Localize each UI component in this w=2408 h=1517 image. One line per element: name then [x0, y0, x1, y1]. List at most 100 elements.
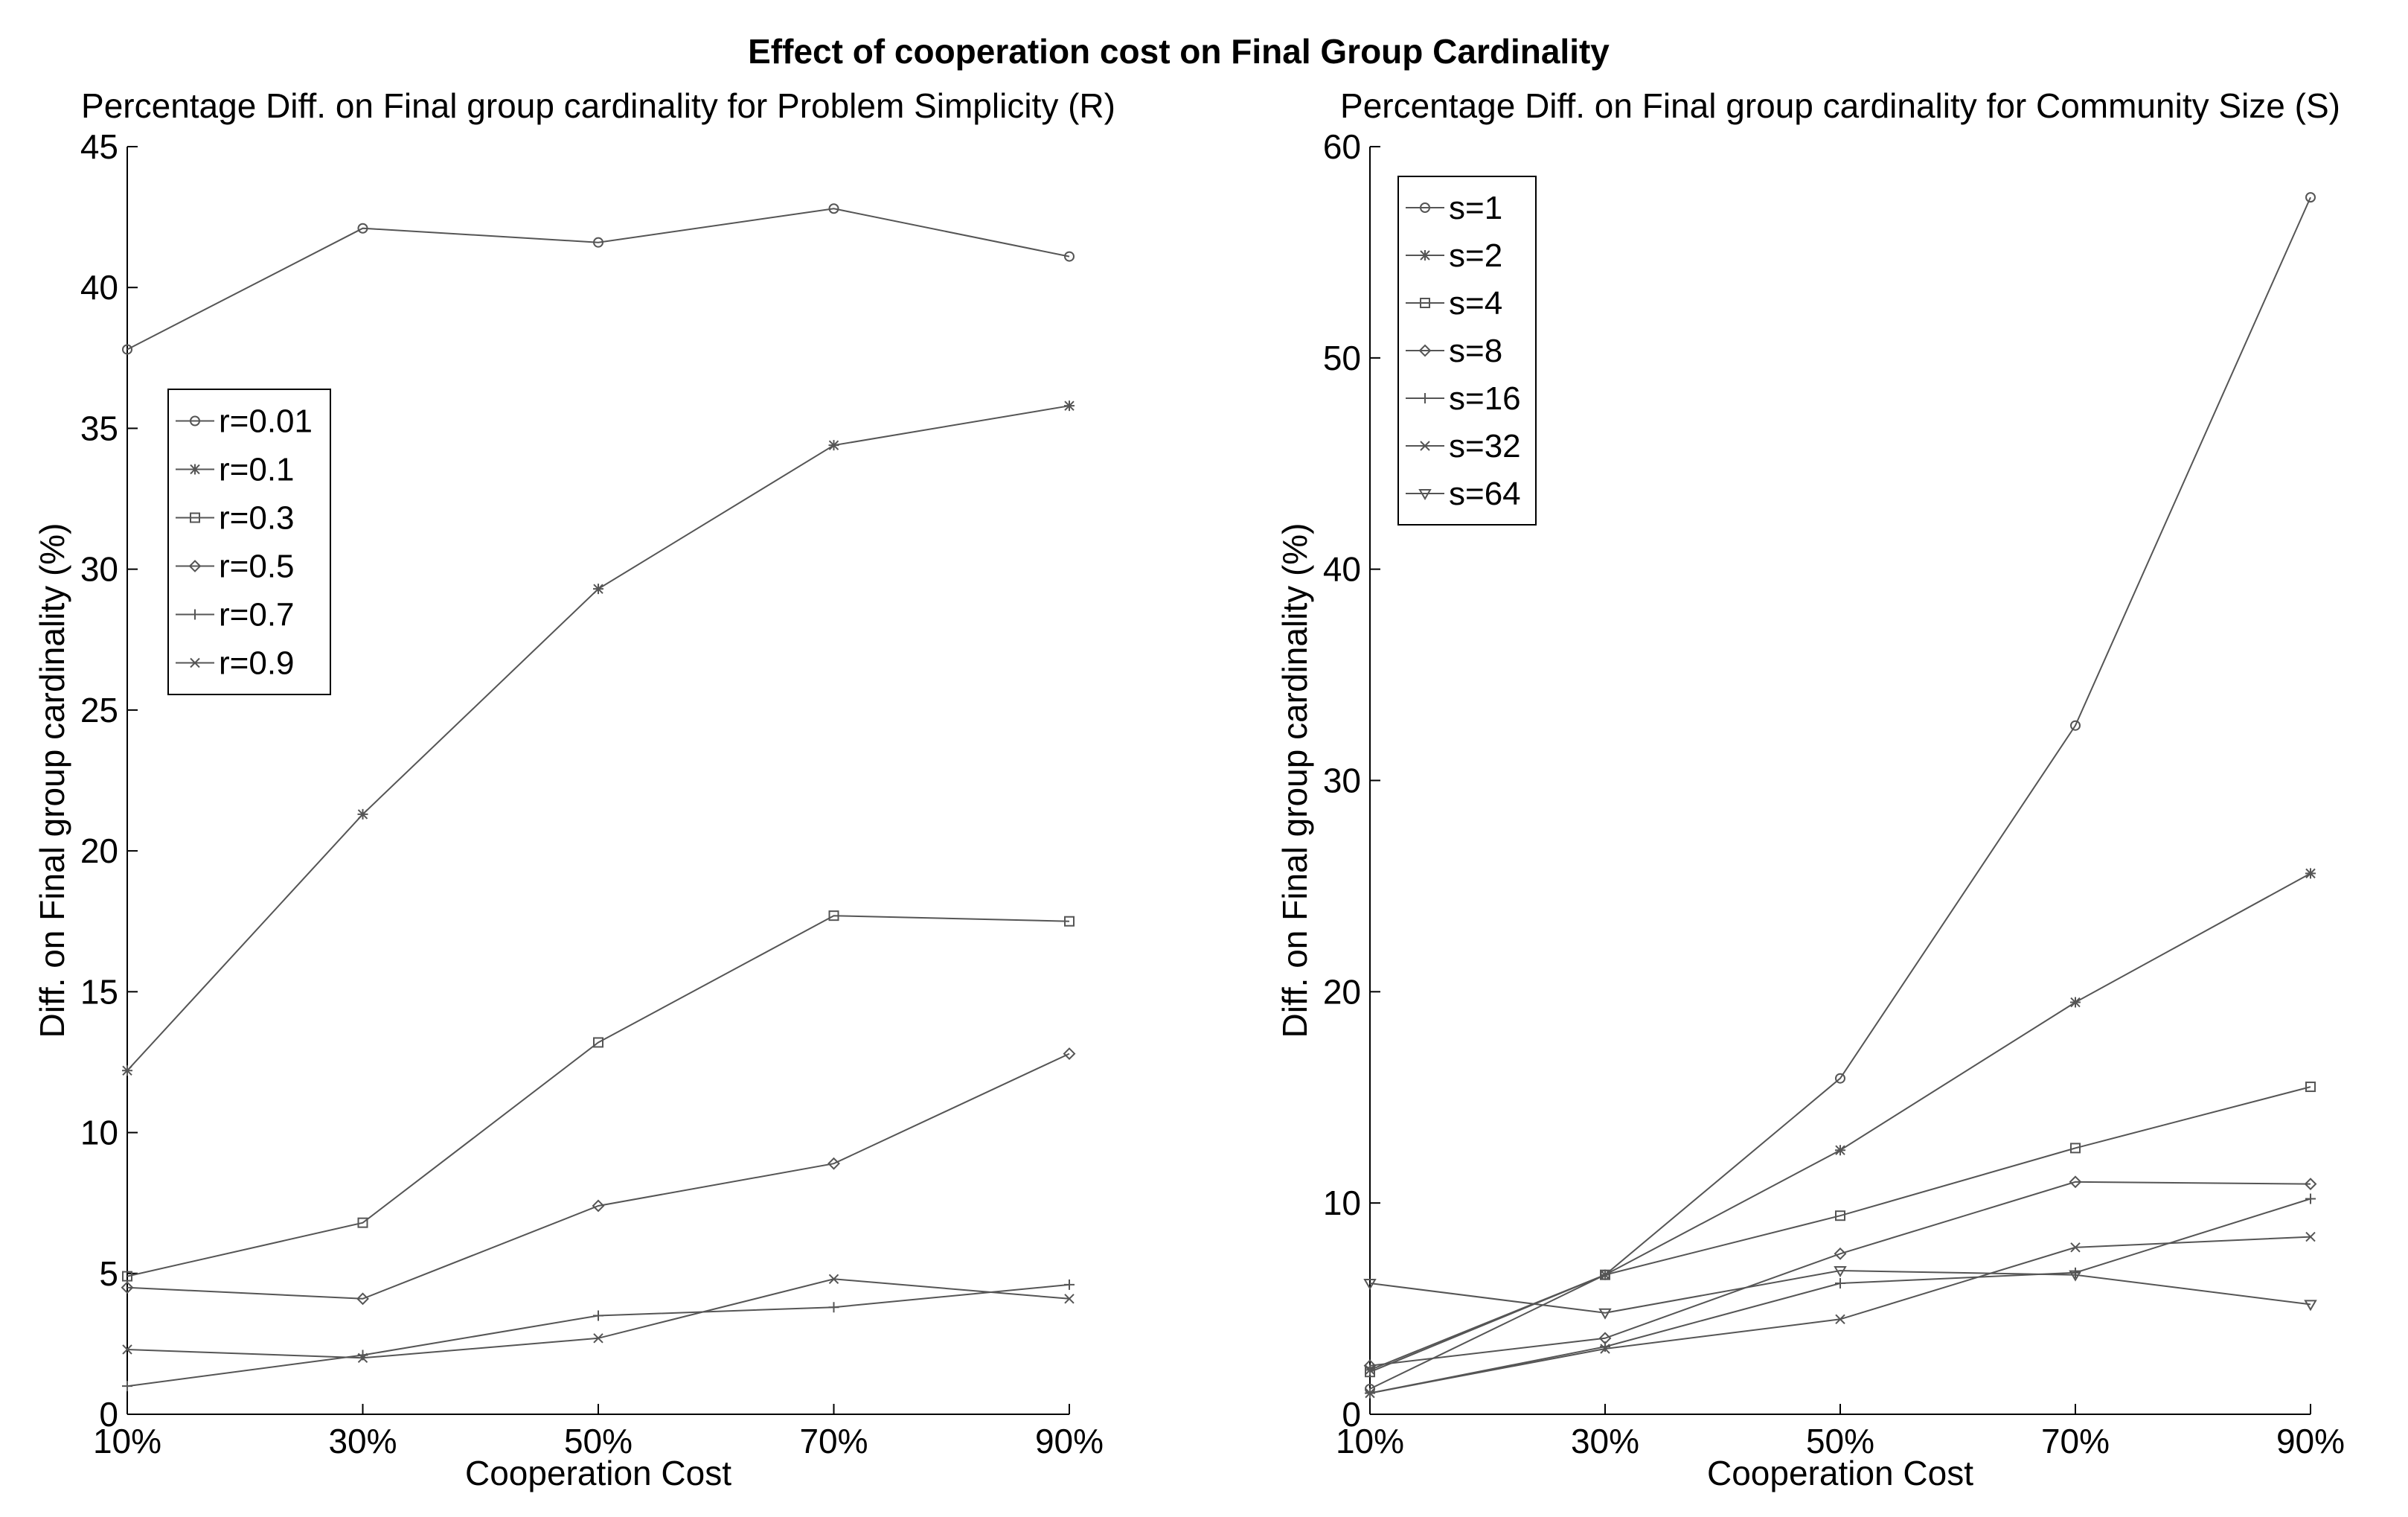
legend-marker [190, 415, 200, 427]
data-point [1835, 1314, 1845, 1324]
data-point [357, 1217, 368, 1228]
data-point [121, 1281, 134, 1294]
data-point [828, 1274, 839, 1285]
data-point [828, 203, 839, 214]
y-axis-label: Diff. on Final group cardinality (%) [1275, 523, 1314, 1038]
legend-item-s-2: s=2 [1406, 237, 1502, 274]
data-point [593, 584, 603, 595]
x-tick-label: 70% [799, 1422, 868, 1460]
legend-marker [190, 657, 200, 668]
data-point [122, 344, 132, 355]
data-point [593, 1310, 603, 1321]
chart-panel-problem-simplicity: Percentage Diff. on Final group cardinal… [33, 86, 1115, 1492]
data-point [122, 1344, 132, 1355]
legend-item-r-0-5: r=0.5 [176, 549, 295, 585]
legend-item-r-0-9: r=0.9 [176, 645, 295, 682]
chart-title: Percentage Diff. on Final group cardinal… [1340, 86, 2340, 125]
legend-item-s-32: s=32 [1406, 428, 1521, 464]
y-tick-label: 40 [80, 268, 118, 307]
data-point [1363, 1279, 1377, 1291]
data-point [1835, 1073, 1845, 1084]
data-point [1363, 1359, 1377, 1373]
series-line [127, 915, 1070, 1277]
data-point [2305, 1193, 2316, 1204]
legend-marker [1420, 202, 1430, 213]
x-tick-label: 50% [564, 1422, 633, 1460]
data-point [1600, 1269, 1610, 1280]
data-point [828, 910, 839, 922]
data-point [593, 1037, 603, 1048]
series-line [127, 1283, 1070, 1387]
x-tick-label: 30% [328, 1422, 397, 1460]
data-point [2070, 997, 2081, 1008]
data-point [2305, 1082, 2316, 1093]
legend-label: s=1 [1449, 190, 1502, 226]
legend-item-s-4: s=4 [1406, 285, 1502, 322]
series-line [127, 208, 1070, 351]
data-point [2070, 1242, 2081, 1253]
data-point [593, 237, 603, 248]
legend: s=1 s=2 s=4 s=8 s=16 s=32 s=64 [1397, 176, 1537, 526]
legend-marker [1420, 250, 1430, 261]
data-point [2305, 1231, 2316, 1242]
legend-label: r=0.01 [219, 403, 313, 440]
y-tick-label: 35 [80, 409, 118, 447]
data-point [357, 808, 368, 820]
data-point [2069, 1270, 2082, 1282]
data-point [1064, 916, 1075, 927]
series-line [1369, 1181, 2311, 1367]
series-s-2 [1365, 868, 2316, 1376]
legend-label: r=0.1 [219, 452, 295, 488]
data-point [1598, 1308, 1612, 1320]
data-point [1365, 1367, 1375, 1378]
x-tick-label: 90% [1035, 1422, 1104, 1460]
legend-marker [1418, 344, 1432, 357]
y-axis-label: Diff. on Final group cardinality (%) [33, 523, 71, 1038]
series-line [1369, 1269, 2311, 1314]
series-r-0-7 [122, 1279, 1075, 1392]
legend-label: r=0.9 [219, 645, 295, 682]
legend-label: s=2 [1449, 237, 1502, 274]
data-point [828, 440, 839, 451]
legend-item-s-16: s=16 [1406, 380, 1521, 417]
y-tick-label: 45 [80, 127, 118, 166]
data-point [357, 1352, 368, 1364]
y-tick-label: 50 [1323, 339, 1361, 377]
y-tick-label: 0 [99, 1395, 118, 1434]
series-s-64 [1363, 1265, 2317, 1320]
series-line [1369, 197, 2311, 1390]
x-axis-label: Cooperation Cost [1707, 1454, 1973, 1492]
legend-marker [1420, 441, 1430, 451]
y-tick-label: 40 [1323, 550, 1361, 589]
legend-label: r=0.3 [219, 500, 295, 537]
x-tick-label: 90% [2276, 1422, 2345, 1460]
data-point [1834, 1247, 1847, 1260]
data-point [1600, 1344, 1610, 1354]
series-r-0-3 [122, 910, 1075, 1282]
series-line [1369, 1198, 2311, 1394]
series-s-32 [1365, 1231, 2316, 1399]
data-point [592, 1199, 605, 1213]
y-tick-label: 20 [1323, 972, 1361, 1011]
data-point [1835, 1278, 1845, 1289]
y-tick-label: 10 [80, 1114, 118, 1152]
legend-item-r-0-7: r=0.7 [176, 597, 295, 633]
y-tick-label: 30 [1323, 761, 1361, 800]
data-point [1064, 251, 1075, 262]
data-point [122, 1065, 132, 1076]
series-line [1369, 1236, 2311, 1394]
figure-title: Effect of cooperation cost on Final Grou… [748, 32, 1610, 71]
chart-panel-community-size: Percentage Diff. on Final group cardinal… [1275, 86, 2345, 1492]
series-line [127, 1053, 1070, 1300]
data-point [1600, 1341, 1610, 1352]
data-point [827, 1157, 840, 1170]
legend-marker [1418, 489, 1432, 500]
legend-label: r=0.7 [219, 597, 295, 633]
legend-marker [1420, 298, 1430, 308]
data-point [1064, 1279, 1075, 1290]
data-point [1835, 1210, 1845, 1221]
legend-item-r-0-1: r=0.1 [176, 452, 295, 488]
series-s-8 [1363, 1175, 2317, 1373]
legend-label: r=0.5 [219, 549, 295, 585]
data-point [1064, 1294, 1075, 1304]
